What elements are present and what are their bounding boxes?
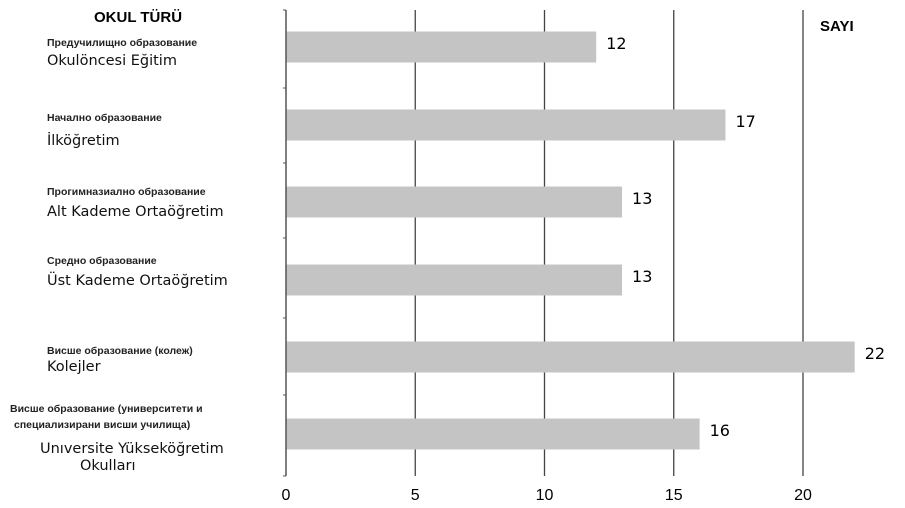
x-tick-label: 0 bbox=[282, 487, 291, 504]
x-tick-label: 5 bbox=[411, 487, 420, 504]
category-label-tr: Okulları bbox=[80, 458, 136, 474]
bar-value-label: 13 bbox=[632, 189, 652, 208]
category-label-tr: Alt Kademe Ortaöğretim bbox=[47, 204, 224, 220]
bar bbox=[286, 341, 855, 373]
bar bbox=[286, 109, 726, 141]
x-axis-title: SAYI bbox=[820, 18, 854, 35]
category-label-bg: Начално образование bbox=[47, 112, 162, 124]
x-tick-label: 20 bbox=[794, 487, 812, 504]
category-label-tr: Unıversite Yükseköğretim bbox=[40, 441, 224, 457]
category-label-bg: Прогимназиално образование bbox=[47, 186, 206, 198]
category-label-tr: Kolejler bbox=[47, 359, 101, 375]
category-labels: Предучилищно образование Okulöncesi Eğiti… bbox=[10, 37, 228, 474]
bar bbox=[286, 418, 700, 450]
bar bbox=[286, 264, 623, 296]
category-label-tr: İlköğretim bbox=[47, 131, 120, 149]
y-axis-title: OKUL TÜRÜ bbox=[94, 9, 182, 26]
bar bbox=[286, 31, 597, 63]
bar-value-label: 13 bbox=[632, 267, 652, 286]
x-tick-label: 10 bbox=[536, 487, 554, 504]
bar-value-label: 12 bbox=[606, 34, 626, 53]
bar-value-label: 22 bbox=[865, 344, 885, 363]
category-label-bg: Висше образование (университети и bbox=[10, 403, 203, 415]
bar bbox=[286, 186, 623, 218]
bar-value-label: 17 bbox=[735, 112, 755, 131]
category-label-bg: Предучилищно образование bbox=[47, 37, 197, 49]
category-label-bg: Средно образование bbox=[47, 255, 157, 267]
category-label-bg: Висше образование (колеж) bbox=[47, 345, 193, 357]
bars: 12 17 13 13 22 16 bbox=[286, 31, 885, 450]
category-label-tr: Üst Kademe Ortaöğretim bbox=[47, 271, 228, 289]
category-label-tr: Okulöncesi Eğitim bbox=[47, 53, 177, 69]
category-label-bg: специализирани висши училища) bbox=[14, 419, 190, 431]
grid-lines bbox=[283, 9, 804, 477]
x-tick-labels: 0 5 10 15 20 bbox=[282, 487, 812, 504]
x-tick-label: 15 bbox=[665, 487, 683, 504]
bar-value-label: 16 bbox=[710, 421, 730, 440]
